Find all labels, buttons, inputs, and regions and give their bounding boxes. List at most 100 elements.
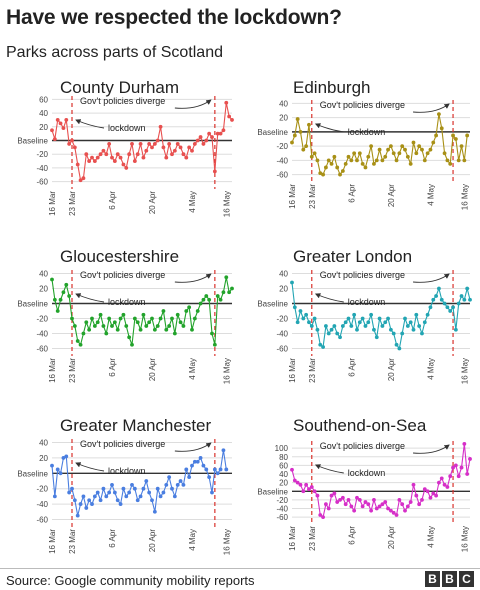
y-tick-label: Baseline (257, 128, 288, 137)
data-point (321, 172, 325, 177)
panel-title: Greater London (293, 247, 412, 266)
data-point (155, 486, 160, 491)
data-point (431, 140, 436, 145)
y-tick-label: 80 (279, 453, 288, 462)
annotation-arrow (314, 123, 344, 133)
x-tick-label: 20 Apr (148, 191, 157, 214)
x-tick-label: 23 Mar (308, 358, 317, 383)
data-point (405, 504, 410, 509)
annotation-arrow (314, 293, 344, 303)
data-point (215, 131, 220, 136)
data-point (164, 155, 169, 160)
data-point (372, 162, 376, 166)
annotation-arrow (413, 273, 450, 283)
data-point (90, 316, 94, 321)
data-point (363, 165, 368, 170)
y-tick-label: -20 (276, 142, 288, 151)
data-point (386, 506, 390, 511)
series-line (291, 113, 468, 176)
data-point (107, 490, 112, 495)
data-point (90, 502, 94, 506)
y-tick-label: 20 (39, 123, 48, 132)
data-point (292, 305, 297, 310)
data-point (346, 497, 351, 502)
annotation-policies: Gov't policies diverge (80, 270, 165, 280)
y-tick-label: -20 (276, 315, 288, 324)
data-point (67, 294, 72, 298)
data-point (210, 135, 214, 139)
data-point (167, 475, 172, 480)
data-point (67, 490, 72, 495)
data-point (52, 297, 57, 302)
data-point (152, 509, 157, 514)
data-point (215, 294, 220, 298)
annotation-lockdown: lockdown (108, 297, 146, 307)
data-point (437, 286, 441, 291)
data-point (195, 138, 200, 143)
data-point (420, 147, 424, 152)
data-point (221, 290, 226, 295)
data-point (107, 316, 112, 321)
data-point (181, 482, 186, 487)
x-tick-label: 6 Apr (347, 184, 356, 203)
data-point (383, 154, 388, 159)
data-point (95, 490, 100, 495)
data-point (442, 482, 447, 487)
data-point (110, 482, 114, 487)
data-point (465, 133, 470, 138)
data-point (150, 145, 154, 150)
data-point (372, 497, 376, 502)
data-point (190, 327, 194, 332)
data-point (50, 128, 54, 133)
x-tick-label: 6 Apr (108, 358, 117, 377)
x-tick-label: 16 Mar (288, 526, 297, 551)
data-point (301, 489, 306, 494)
data-point (388, 327, 393, 332)
data-point (212, 169, 217, 174)
data-point (326, 506, 331, 511)
data-point (64, 454, 69, 459)
data-point (335, 165, 340, 170)
data-point (212, 467, 217, 472)
data-point (420, 331, 424, 336)
data-point (198, 135, 203, 139)
data-point (445, 485, 450, 489)
data-point (295, 320, 300, 325)
data-point (61, 126, 66, 131)
data-point (135, 498, 140, 503)
data-point (346, 154, 351, 159)
data-point (403, 147, 407, 152)
panel-title: Edinburgh (293, 78, 371, 97)
data-point (400, 502, 405, 507)
data-point (380, 502, 385, 507)
data-point (352, 508, 357, 513)
data-point (451, 465, 455, 470)
x-tick-label: 23 Mar (68, 358, 77, 383)
data-point (462, 297, 467, 302)
data-point (448, 309, 453, 313)
data-point (453, 327, 458, 332)
data-point (81, 331, 86, 336)
data-point (164, 327, 169, 332)
data-point (374, 506, 379, 511)
data-point (170, 316, 174, 321)
data-point (394, 158, 399, 163)
x-tick-label: 6 Apr (347, 526, 356, 545)
data-point (195, 309, 200, 313)
data-point (465, 286, 470, 291)
data-point (87, 498, 92, 503)
data-point (445, 305, 450, 310)
data-point (380, 158, 385, 163)
data-point (318, 342, 323, 347)
data-point (380, 324, 385, 328)
data-point (104, 152, 109, 157)
y-tick-label: -60 (36, 345, 48, 354)
x-tick-label: 20 Apr (387, 358, 396, 381)
data-point (335, 331, 340, 336)
chart-main-title: Have we respected the lockdown? (6, 6, 342, 29)
x-tick-label: 20 Apr (148, 529, 157, 552)
data-point (335, 500, 340, 504)
panel-southend-on-sea: Southend-on-Sea 10080604020Baseline-20-40… (257, 416, 472, 552)
